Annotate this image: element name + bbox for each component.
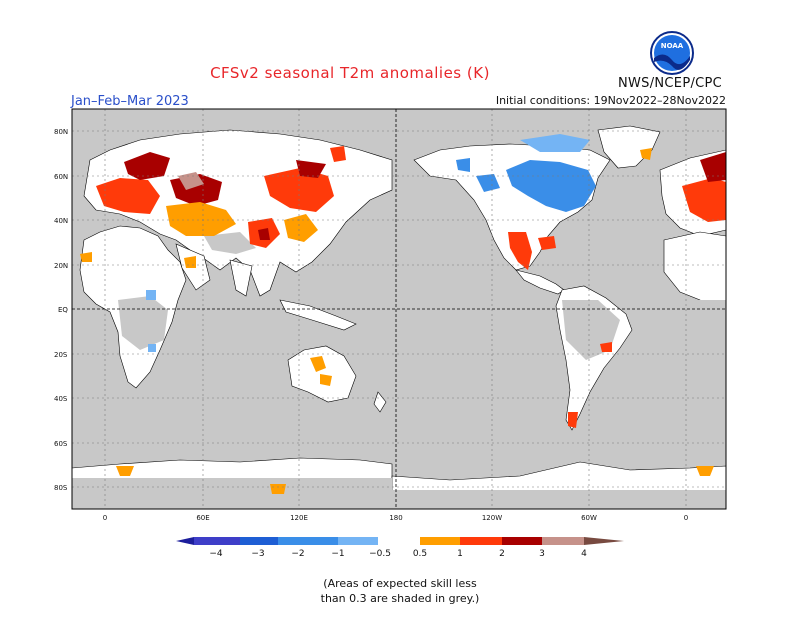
lat-label-eq: EQ: [58, 306, 68, 314]
noaa-logo-text: NOAA: [661, 42, 684, 50]
initial-conditions-label: Initial conditions: 19Nov2022–28Nov2022: [495, 94, 726, 107]
colorbar-label-minus4: −4: [209, 549, 223, 559]
lat-label-60n: 60N: [54, 173, 68, 181]
low-skill-antarctica-west: [72, 478, 392, 509]
season-label: Jan–Feb–Mar 2023: [71, 94, 189, 109]
lat-label-80n: 80N: [54, 128, 68, 136]
warm-anomaly-australia: [310, 356, 332, 386]
lon-label-0-east: 0: [684, 514, 688, 522]
colorbar-label-4: 4: [581, 549, 587, 559]
colorbar-label-minus3: −3: [251, 549, 264, 559]
skill-note-line1: (Areas of expected skill less: [323, 577, 477, 590]
new-zealand-landmass: [373, 391, 387, 413]
warm-anomaly-china-core: [258, 228, 270, 240]
warm-anomaly-antarctica-2: [696, 466, 714, 476]
colorbar-label-minus05: −0.5: [369, 549, 391, 559]
colorbar-segment-8: [502, 537, 542, 545]
warm-anomaly-mexico: [508, 232, 532, 270]
warm-anomaly-south-america: [568, 342, 612, 428]
warm-anomaly-east-asia: [284, 214, 318, 242]
warm-anomaly-antarctica-3: [270, 484, 286, 494]
warm-anomaly-africa-west: [80, 252, 196, 268]
warm-anomaly-russia-light: [178, 172, 204, 190]
cold-anomaly-western-canada: [476, 174, 500, 192]
colorbar-label-05: 0.5: [413, 549, 427, 559]
lon-label-0-west: 0: [103, 514, 107, 522]
colorbar-segment-0: [176, 537, 194, 545]
lat-label-20s: 20S: [54, 351, 68, 359]
low-skill-tibet: [204, 232, 256, 254]
warm-anomaly-greenland: [640, 148, 652, 160]
cold-anomaly-arctic: [520, 134, 590, 152]
colorbar-segment-4: [338, 537, 378, 545]
colorbar-segment-10: [584, 537, 624, 545]
warm-anomaly-west-europe: [682, 178, 726, 222]
warm-anomaly-siberia-dark: [296, 160, 326, 178]
cold-anomaly-canada: [506, 160, 596, 212]
low-skill-antarctica-east: [392, 490, 726, 509]
lat-label-60s: 60S: [54, 440, 68, 448]
lon-label-120e: 120E: [290, 514, 308, 522]
australia-landmass: [287, 345, 357, 403]
colorbar-segment-3: [278, 537, 338, 545]
warm-anomaly-scandinavia: [124, 152, 170, 180]
warm-anomalies: [80, 146, 726, 494]
cold-anomaly-alaska: [456, 158, 470, 172]
colorbar-segment-2: [240, 537, 278, 545]
colorbar-segment-9: [542, 537, 584, 545]
lat-labels: 80N 60N 40N 20N EQ 20S 40S 60S 80S: [54, 128, 68, 492]
map-frame: [71, 108, 727, 510]
lat-label-80s: 80S: [54, 484, 68, 492]
warm-anomaly-central-asia: [166, 202, 236, 236]
colorbar-segment-6: [420, 537, 460, 545]
maritime-continent-landmass: [279, 299, 357, 331]
map-title: CFSv2 seasonal T2m anomalies (K): [210, 64, 490, 82]
lat-label-40s: 40S: [54, 395, 68, 403]
cold-anomalies: [146, 134, 596, 352]
map-main-axes: [72, 109, 726, 509]
colorbar-label-3: 3: [539, 549, 545, 559]
colorbar-labels: −4 −3 −2 −1 −0.5 0.5 1 2 3 4: [209, 549, 587, 559]
noaa-logo: NOAA: [650, 31, 694, 75]
colorbar-label-minus1: −1: [331, 549, 344, 559]
colorbar-segment-1: [194, 537, 240, 545]
lon-label-180: 180: [389, 514, 402, 522]
colorbar-segment-7: [460, 537, 502, 545]
cold-anomaly-africa: [146, 290, 156, 352]
skill-note-line2: than 0.3 are shaded in grey.): [320, 592, 480, 605]
warm-anomaly-antarctica-1: [116, 466, 134, 476]
lon-labels: 0 60E 120E 180 120W 60W 0: [103, 514, 688, 522]
low-skill-central-africa: [118, 296, 168, 350]
lat-label-40n: 40N: [54, 217, 68, 225]
colorbar-segment-5: [378, 537, 420, 545]
lon-label-60e: 60E: [196, 514, 209, 522]
warm-anomaly-scandinavia-west: [700, 152, 726, 182]
lon-label-120w: 120W: [482, 514, 502, 522]
colorbar-label-minus2: −2: [291, 549, 304, 559]
lon-label-60w: 60W: [581, 514, 597, 522]
warm-anomaly-europe: [96, 178, 160, 214]
warm-anomaly-kamchatka: [330, 146, 346, 162]
lat-label-20n: 20N: [54, 262, 68, 270]
low-skill-east-africa-west: [694, 300, 726, 340]
organization-label: NWS/NCEP/CPC: [618, 76, 723, 91]
colorbar-label-1: 1: [457, 549, 463, 559]
warm-anomaly-us-southeast: [538, 236, 556, 250]
colorbar-label-2: 2: [499, 549, 505, 559]
